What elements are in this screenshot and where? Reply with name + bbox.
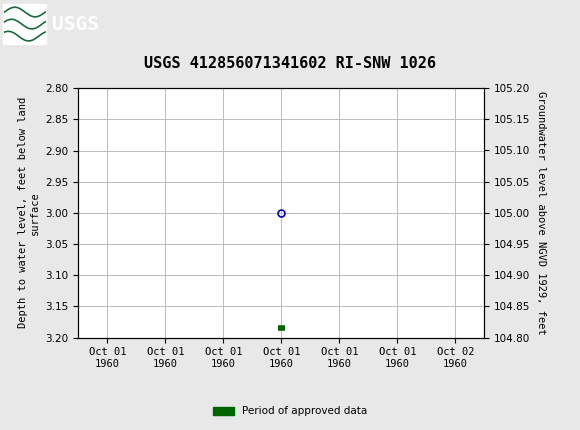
Legend: Period of approved data: Period of approved data bbox=[209, 402, 371, 421]
Y-axis label: Groundwater level above NGVD 1929, feet: Groundwater level above NGVD 1929, feet bbox=[536, 91, 546, 335]
Text: USGS 412856071341602 RI-SNW 1026: USGS 412856071341602 RI-SNW 1026 bbox=[144, 56, 436, 71]
Bar bbox=[3, 4, 46, 44]
Text: USGS: USGS bbox=[52, 15, 99, 34]
Y-axis label: Depth to water level, feet below land
surface: Depth to water level, feet below land su… bbox=[18, 97, 40, 329]
